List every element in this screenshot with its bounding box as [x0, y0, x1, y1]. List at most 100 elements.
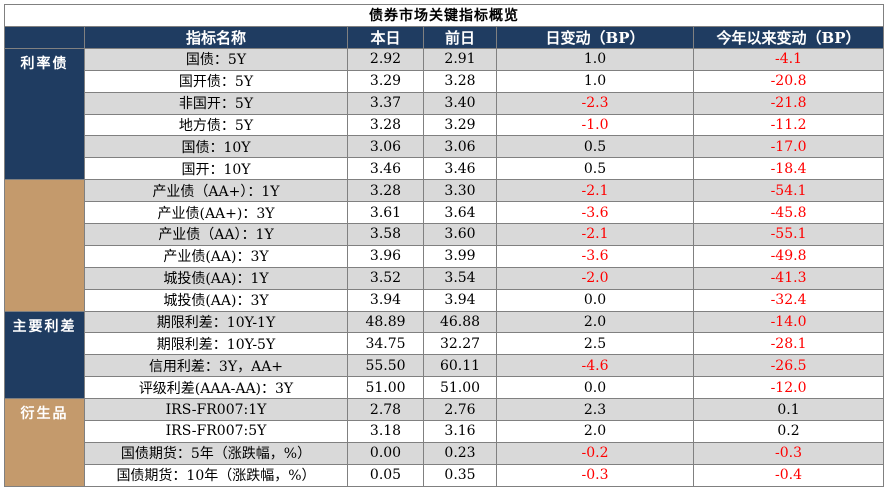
- day-change-cell: 2.5: [496, 332, 694, 356]
- ytd-change-cell: -26.5: [692, 354, 885, 378]
- previous-value-cell: 3.30: [423, 179, 497, 203]
- category-derivatives: 衍生品: [4, 398, 85, 487]
- today-value-cell: 3.58: [347, 223, 424, 246]
- day-change-cell: 0.5: [496, 157, 694, 181]
- today-value-cell: 3.61: [347, 201, 424, 225]
- indicator-name-cell: 非国开：5Y: [84, 91, 348, 115]
- day-change-cell: -0.3: [496, 463, 694, 487]
- previous-value-cell: 3.64: [423, 201, 497, 225]
- header-previous-day: 前日: [423, 25, 497, 49]
- previous-value-cell: 3.28: [423, 69, 497, 93]
- previous-value-cell: 32.27: [423, 332, 497, 356]
- previous-value-cell: 3.06: [423, 135, 497, 159]
- today-value-cell: 0.00: [347, 441, 424, 465]
- table-row: IRS-FR007:5Y 3.18 3.16 2.0 0.2: [5, 420, 885, 443]
- previous-value-cell: 0.35: [423, 463, 497, 487]
- header-category-spacer: [4, 25, 85, 49]
- previous-value-cell: 3.29: [423, 113, 497, 137]
- indicator-name-cell: 国债：5Y: [84, 47, 348, 71]
- title-row: 债券市场关键指标概览: [3, 4, 885, 27]
- ytd-change-cell: -14.0: [692, 310, 885, 334]
- indicator-name-cell: 国开：10Y: [84, 157, 348, 181]
- table-row: 城投债(AA)：1Y 3.52 3.54 -2.0 -41.3: [5, 266, 885, 290]
- previous-value-cell: 2.91: [423, 47, 497, 71]
- today-value-cell: 2.78: [347, 398, 424, 422]
- ytd-change-cell: -54.1: [692, 179, 885, 203]
- previous-value-cell: 3.94: [423, 288, 497, 312]
- previous-value-cell: 3.99: [423, 244, 497, 268]
- indicator-name-cell: 期限利差：10Y-5Y: [84, 332, 348, 356]
- day-change-cell: -1.0: [496, 113, 694, 137]
- table-row: 地方债：5Y 3.28 3.29 -1.0 -11.2: [5, 113, 885, 137]
- table-row: 国开：10Y 3.46 3.46 0.5 -18.4: [5, 157, 885, 181]
- today-value-cell: 3.28: [347, 179, 424, 203]
- today-value-cell: 3.18: [347, 420, 424, 443]
- ytd-change-cell: 0.1: [692, 398, 885, 422]
- table-row: 衍生品 IRS-FR007:1Y 2.78 2.76 2.3 0.1: [4, 398, 885, 487]
- ytd-change-cell: -11.2: [692, 113, 885, 137]
- category-credit-bond: [4, 179, 85, 312]
- ytd-change-cell: -12.0: [692, 376, 885, 400]
- bond-market-overview-sheet: 债券市场关键指标概览 指标名称 本日 前日 日变动（BP） 今年以来变动（BP）…: [3, 4, 885, 487]
- previous-value-cell: 3.40: [423, 91, 497, 115]
- table-row: 国债期货：5年（涨跌幅，%） 0.00 0.23 -0.2 -0.3: [5, 441, 885, 465]
- ytd-change-cell: -17.0: [692, 135, 885, 159]
- ytd-change-cell: -55.1: [692, 223, 885, 246]
- ytd-change-cell: -21.8: [692, 91, 885, 115]
- table-row: 产业债（AA）：1Y 3.58 3.60 -2.1 -55.1: [5, 223, 885, 246]
- day-change-cell: 1.0: [496, 47, 694, 71]
- today-value-cell: 3.06: [347, 135, 424, 159]
- table-title: 债券市场关键指标概览: [3, 4, 885, 27]
- table-row: 国开债：5Y 3.29 3.28 1.0 -20.8: [5, 69, 885, 93]
- ytd-change-cell: -0.3: [692, 441, 885, 465]
- day-change-cell: 2.0: [496, 420, 694, 443]
- category-rate-bond: 利率债: [4, 47, 85, 181]
- previous-value-cell: 60.11: [423, 354, 497, 378]
- table-row: 城投债(AA)：3Y 3.94 3.94 0.0 -32.4: [5, 288, 885, 312]
- ytd-change-cell: -49.8: [692, 244, 885, 268]
- table-row: 信用利差：3Y，AA+ 55.50 60.11 -4.6 -26.5: [5, 354, 885, 378]
- ytd-change-cell: -20.8: [692, 69, 885, 93]
- table-row: 产业债(AA+)：3Y 3.61 3.64 -3.6 -45.8: [5, 201, 885, 225]
- table-row: 期限利差：10Y-5Y 34.75 32.27 2.5 -28.1: [5, 332, 885, 356]
- day-change-cell: 1.0: [496, 69, 694, 93]
- today-value-cell: 51.00: [347, 376, 424, 400]
- indicator-name-cell: 产业债(AA)：3Y: [84, 244, 348, 268]
- header-row: 指标名称 本日 前日 日变动（BP） 今年以来变动（BP）: [4, 25, 885, 49]
- ytd-change-cell: -0.4: [692, 463, 885, 487]
- table-row: 国债期货：10年（涨跌幅，%） 0.05 0.35 -0.3 -0.4: [5, 463, 885, 487]
- indicator-name-cell: 城投债(AA)：1Y: [84, 266, 348, 290]
- previous-value-cell: 3.46: [423, 157, 497, 181]
- previous-value-cell: 3.54: [423, 266, 497, 290]
- today-value-cell: 3.46: [347, 157, 424, 181]
- header-indicator-name: 指标名称: [84, 25, 348, 49]
- day-change-cell: 0.0: [496, 376, 694, 400]
- previous-value-cell: 46.88: [423, 310, 497, 334]
- ytd-change-cell: -41.3: [692, 266, 885, 290]
- previous-value-cell: 51.00: [423, 376, 497, 400]
- day-change-cell: -3.6: [496, 201, 694, 225]
- today-value-cell: 3.96: [347, 244, 424, 268]
- ytd-change-cell: -4.1: [692, 47, 885, 71]
- indicator-name-cell: 国债期货：10年（涨跌幅，%）: [84, 463, 348, 487]
- today-value-cell: 3.29: [347, 69, 424, 93]
- indicator-name-cell: 信用利差：3Y，AA+: [84, 354, 348, 378]
- day-change-cell: -2.1: [496, 223, 694, 246]
- indicator-name-cell: 国债：10Y: [84, 135, 348, 159]
- table-row: 国债：10Y 3.06 3.06 0.5 -17.0: [5, 135, 885, 159]
- bond-indicator-table: 债券市场关键指标概览 指标名称 本日 前日 日变动（BP） 今年以来变动（BP）…: [3, 4, 885, 487]
- day-change-cell: 0.5: [496, 135, 694, 159]
- table-row: 非国开：5Y 3.37 3.40 -2.3 -21.8: [5, 91, 885, 115]
- indicator-name-cell: 国开债：5Y: [84, 69, 348, 93]
- today-value-cell: 3.52: [347, 266, 424, 290]
- day-change-cell: -4.6: [496, 354, 694, 378]
- indicator-name-cell: 地方债：5Y: [84, 113, 348, 137]
- indicator-name-cell: IRS-FR007:5Y: [84, 420, 348, 443]
- day-change-cell: -3.6: [496, 244, 694, 268]
- previous-value-cell: 0.23: [423, 441, 497, 465]
- previous-value-cell: 3.60: [423, 223, 497, 246]
- day-change-cell: 2.0: [496, 310, 694, 334]
- indicator-name-cell: 产业债（AA）：1Y: [84, 223, 348, 246]
- indicator-name-cell: 产业债(AA+)：3Y: [84, 201, 348, 225]
- day-change-cell: -2.1: [496, 179, 694, 203]
